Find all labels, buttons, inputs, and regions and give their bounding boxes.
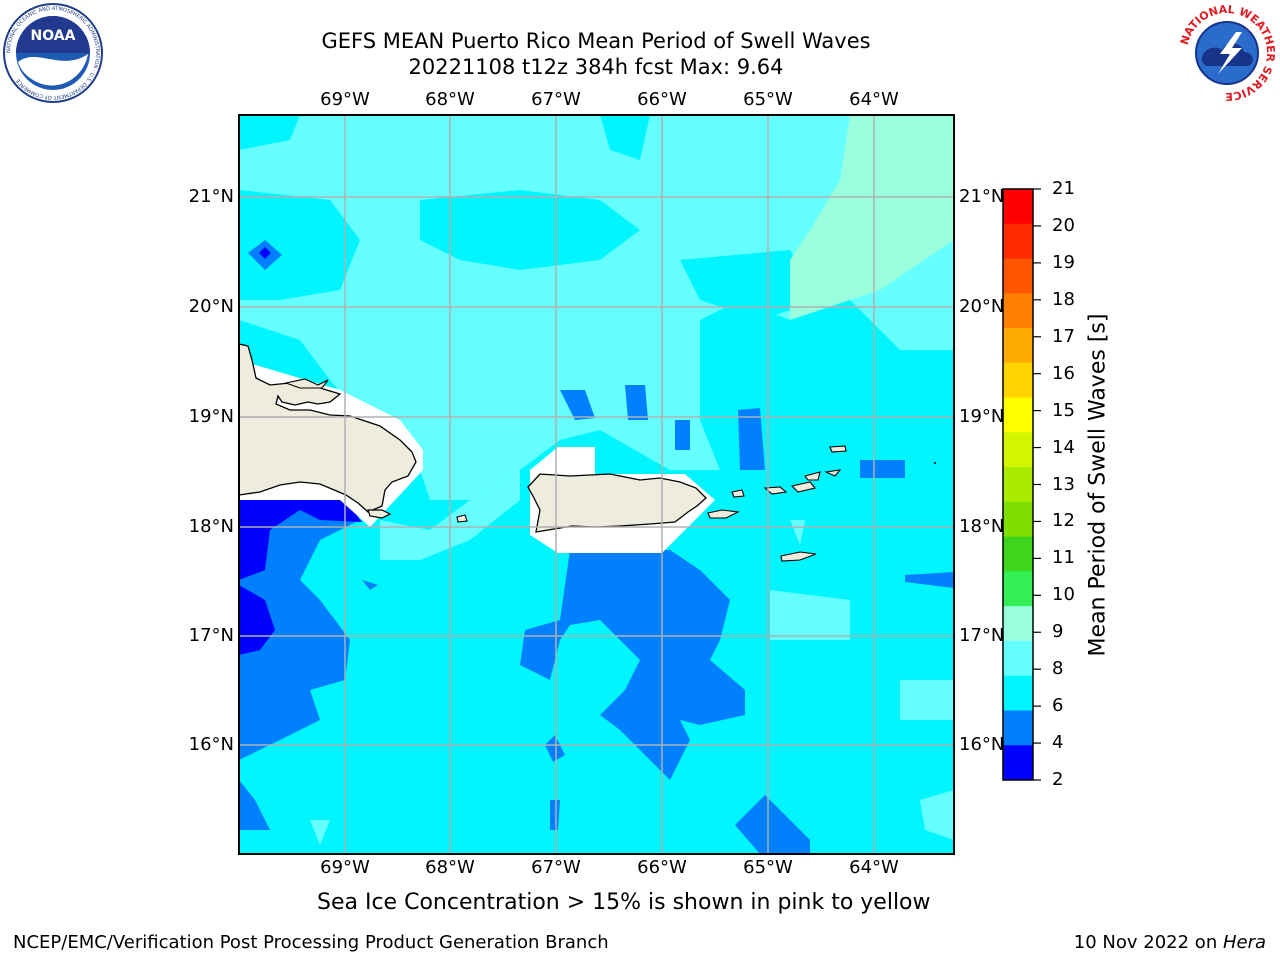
colorbar-segment xyxy=(1003,362,1033,399)
lon-label-top: 69°W xyxy=(320,89,370,110)
colorbar-tick-label: 20 xyxy=(1052,214,1075,236)
colorbar-tick-label: 11 xyxy=(1052,547,1075,569)
lat-label-left: 18°N xyxy=(188,516,234,537)
colorbar-segment xyxy=(1003,501,1033,538)
footer-date-text: 10 Nov 2022 on xyxy=(1073,932,1223,953)
colorbar-title: Mean Period of Swell Waves [s] xyxy=(1085,313,1111,657)
colorbar-tick-label: 21 xyxy=(1052,178,1075,199)
lon-label-bottom: 65°W xyxy=(743,857,793,878)
colorbar-segment xyxy=(1003,571,1033,607)
colorbar-segment xyxy=(1003,432,1033,468)
lon-label-bottom: 67°W xyxy=(531,857,581,878)
sea-ice-note: Sea Ice Concentration > 15% is shown in … xyxy=(317,890,931,915)
colorbar-tick-label: 10 xyxy=(1052,584,1075,606)
chart-title: GEFS MEAN Puerto Rico Mean Period of Swe… xyxy=(321,29,871,53)
lat-label-right: 17°N xyxy=(959,625,1005,646)
colorbar-tick-label: 8 xyxy=(1052,658,1064,680)
colorbar-tick-label: 18 xyxy=(1052,288,1075,310)
lon-label-top: 66°W xyxy=(637,89,687,110)
colorbar-segment xyxy=(1003,675,1033,711)
footer-date: 10 Nov 2022 on Hera xyxy=(1074,932,1266,953)
land-anegada xyxy=(829,445,847,453)
swell-field-6-8-inner xyxy=(239,115,820,320)
land-mona-island xyxy=(456,514,468,523)
lon-label-top: 67°W xyxy=(531,89,581,110)
colorbar-segment xyxy=(1003,536,1033,572)
lon-label-top: 64°W xyxy=(849,89,899,110)
footer-credit: NCEP/EMC/Verification Post Processing Pr… xyxy=(13,932,609,953)
colorbar-segment xyxy=(1003,328,1033,364)
colorbar-tick-label: 9 xyxy=(1052,621,1064,643)
lat-label-right: 19°N xyxy=(959,406,1005,427)
lat-label-left: 21°N xyxy=(188,186,234,207)
land-st-croix xyxy=(780,551,817,562)
colorbar-segment xyxy=(1003,189,1033,225)
colorbar-segment xyxy=(1003,293,1033,329)
lon-label-bottom: 66°W xyxy=(637,857,687,878)
colorbar-frame xyxy=(1002,188,1034,781)
map-frame xyxy=(238,114,955,855)
lat-label-right: 16°N xyxy=(959,734,1005,755)
land-st-john-tortola xyxy=(790,481,816,493)
chart-subtitle: 20221108 t12z 384h fcst Max: 9.64 xyxy=(408,55,784,79)
lon-label-top: 68°W xyxy=(425,89,475,110)
colorbar xyxy=(1003,188,1041,781)
land-culebra xyxy=(731,489,745,498)
colorbar-tick-label: 16 xyxy=(1052,362,1075,384)
colorbar-segment xyxy=(1003,467,1033,503)
colorbar-segment xyxy=(1003,258,1033,294)
footer-host: Hera xyxy=(1222,932,1266,953)
colorbar-tick-label: 6 xyxy=(1052,695,1064,717)
colorbar-tick-label: 2 xyxy=(1052,769,1064,790)
swell-field-9-10 xyxy=(790,115,954,320)
colorbar-tick-label: 17 xyxy=(1052,325,1075,347)
graticule xyxy=(239,115,954,854)
lat-label-right: 21°N xyxy=(959,186,1005,207)
lat-label-right: 20°N xyxy=(959,296,1005,317)
lat-label-left: 17°N xyxy=(188,625,234,646)
lat-label-right: 18°N xyxy=(959,516,1005,537)
lon-label-top: 65°W xyxy=(743,89,793,110)
land-virgin-gorda xyxy=(824,469,842,477)
colorbar-segment xyxy=(1003,397,1033,433)
land-isla-beata xyxy=(367,509,392,519)
lon-label-bottom: 69°W xyxy=(320,857,370,878)
colorbar-segment xyxy=(1003,745,1033,781)
noaa-logo: NOAA NATIONAL OCEANIC AND ATMOSPHERIC AD… xyxy=(2,2,104,104)
colorbar-segment xyxy=(1003,223,1033,260)
nws-logo: NATIONAL WEATHER SERVICE xyxy=(1176,2,1278,104)
land-islet xyxy=(934,462,936,464)
map-panel xyxy=(239,115,954,854)
lon-label-bottom: 68°W xyxy=(425,857,475,878)
lat-label-left: 19°N xyxy=(188,406,234,427)
colorbar-segment xyxy=(1003,640,1033,677)
colorbar-tick-label: 14 xyxy=(1052,436,1075,458)
land-tortuga xyxy=(283,378,329,389)
land-st-thomas xyxy=(763,486,788,495)
lat-label-left: 20°N xyxy=(188,296,234,317)
colorbar-tick-label: 15 xyxy=(1052,399,1075,421)
colorbar-tick-label: 12 xyxy=(1052,510,1075,532)
swell-field-4-6 xyxy=(239,240,954,854)
colorbar-segment xyxy=(1003,606,1033,642)
land-tortola xyxy=(804,471,821,481)
swell-field-2-4 xyxy=(239,247,362,655)
lat-label-left: 16°N xyxy=(188,734,234,755)
colorbar-tick-label: 4 xyxy=(1052,732,1064,754)
land-vieques xyxy=(707,509,740,519)
colorbar-tick-label: 19 xyxy=(1052,251,1075,273)
colorbar-segment xyxy=(1003,710,1033,746)
noaa-logo-text: NOAA xyxy=(31,28,76,44)
lon-label-bottom: 64°W xyxy=(849,857,899,878)
colorbar-tick-label: 13 xyxy=(1052,473,1075,495)
